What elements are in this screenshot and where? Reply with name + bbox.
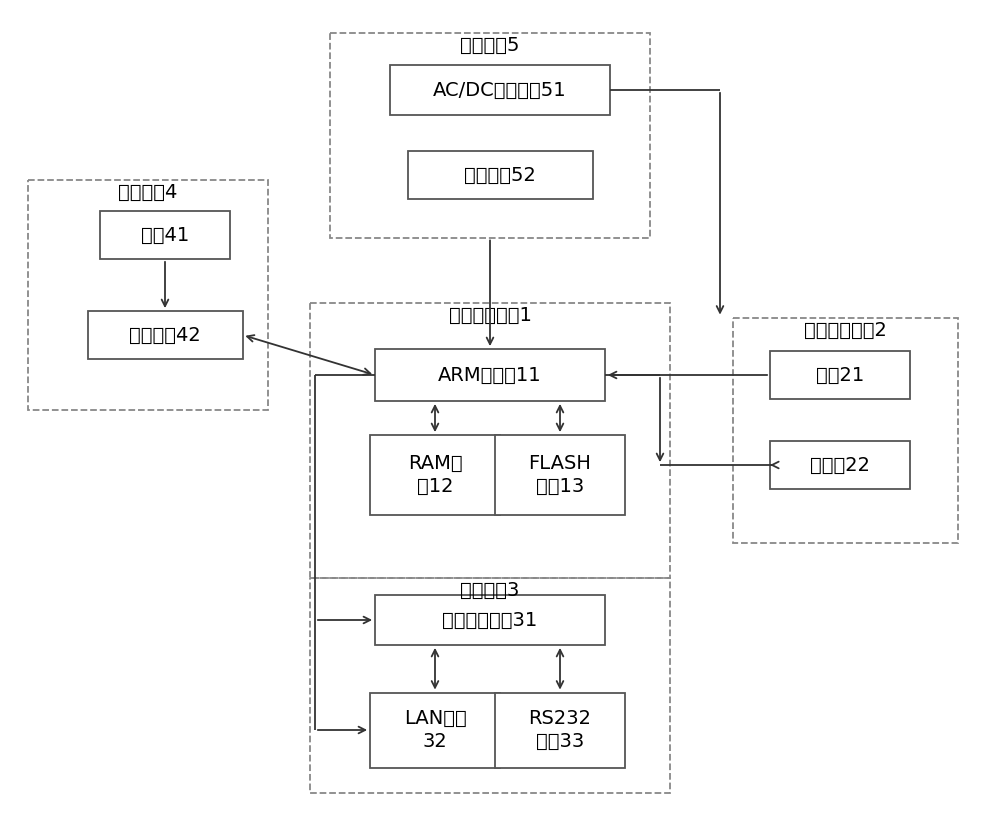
Text: 接口驱动电路31: 接口驱动电路31 <box>442 610 538 630</box>
Bar <box>310 577 670 792</box>
Bar <box>732 318 958 542</box>
Bar <box>375 595 605 645</box>
Bar <box>495 435 625 515</box>
Bar <box>770 441 910 489</box>
Bar <box>390 65 610 115</box>
Bar <box>310 303 670 577</box>
Text: 显示屏22: 显示屏22 <box>810 455 870 475</box>
Text: LAN接口
32: LAN接口 32 <box>404 709 466 751</box>
Text: 人机交互单元2: 人机交互单元2 <box>804 320 886 339</box>
Text: 定位模块42: 定位模块42 <box>129 325 201 344</box>
Text: 信息处理单元1: 信息处理单元1 <box>449 305 531 324</box>
Text: 时钟单元4: 时钟单元4 <box>118 183 178 202</box>
Text: 天线41: 天线41 <box>141 225 189 244</box>
Text: FLASH
芯片13: FLASH 芯片13 <box>529 454 591 496</box>
Bar <box>88 311 242 359</box>
Text: 稳压电路52: 稳压电路52 <box>464 165 536 184</box>
Text: RAM芯
片12: RAM芯 片12 <box>408 454 462 496</box>
Bar <box>408 151 592 199</box>
Text: AC/DC开关电源51: AC/DC开关电源51 <box>433 81 567 99</box>
Text: RS232
接口33: RS232 接口33 <box>528 709 592 751</box>
Text: 供电单元5: 供电单元5 <box>460 36 520 54</box>
Bar <box>370 435 500 515</box>
Bar <box>495 692 625 767</box>
Bar <box>28 180 268 410</box>
Bar <box>330 33 650 238</box>
Bar <box>770 351 910 399</box>
Bar <box>370 692 500 767</box>
Text: 按键21: 按键21 <box>816 365 864 384</box>
Text: ARM处理器11: ARM处理器11 <box>438 365 542 384</box>
Text: 接口单元3: 接口单元3 <box>460 580 520 600</box>
Bar <box>100 211 230 259</box>
Bar <box>375 349 605 401</box>
